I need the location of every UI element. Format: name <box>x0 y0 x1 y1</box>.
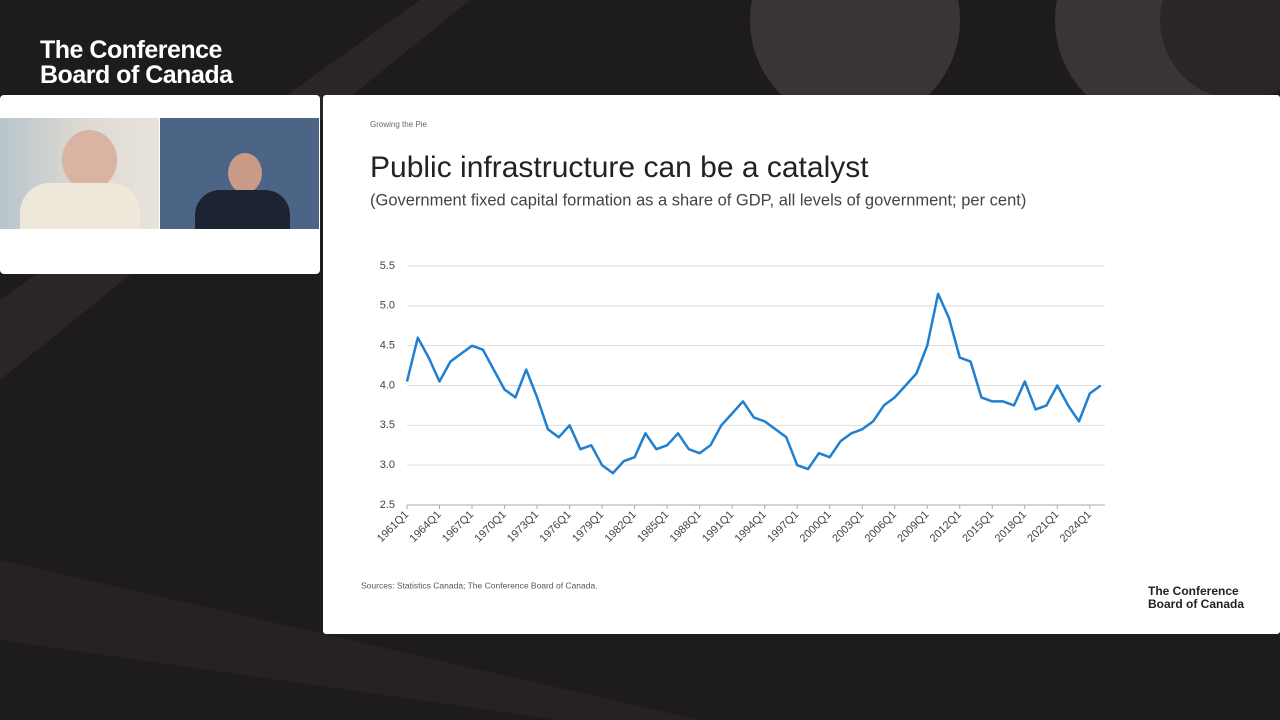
logo-line: The Conference <box>40 36 222 64</box>
x-tick-label: 1997Q1 <box>765 509 801 545</box>
x-tick-label: 2006Q1 <box>863 509 899 545</box>
kicker: Growing the Pie <box>370 120 427 129</box>
y-tick-label: 4.5 <box>380 340 395 352</box>
x-tick-label: 2003Q1 <box>830 509 866 545</box>
x-tick-label: 1970Q1 <box>473 509 509 545</box>
chart: Growing the Pie Public infrastructure ca… <box>361 120 1244 611</box>
x-tick-label: 1985Q1 <box>635 509 671 545</box>
y-tick-label: 4.0 <box>380 379 395 391</box>
slide: Growing the Pie Public infrastructure ca… <box>323 95 1280 634</box>
x-tick-label: 1967Q1 <box>440 509 476 545</box>
x-tick-label: 1961Q1 <box>375 509 411 545</box>
x-tick-label: 1994Q1 <box>733 509 769 545</box>
x-tick-label: 1973Q1 <box>505 509 541 545</box>
video-tile <box>0 118 159 229</box>
slide-logo: The Conference <box>1148 584 1239 598</box>
x-tick-label: 1988Q1 <box>668 509 704 545</box>
y-tick-label: 2.5 <box>380 499 395 511</box>
x-tick-label: 2009Q1 <box>895 509 931 545</box>
participant <box>195 190 290 229</box>
x-tick-label: 2021Q1 <box>1025 509 1061 545</box>
participant <box>62 130 117 190</box>
video-panel <box>0 95 320 274</box>
y-tick-label: 3.5 <box>380 419 395 431</box>
data-line <box>405 292 1102 475</box>
y-tick-label: 3.0 <box>380 459 395 471</box>
x-tick-label: 2000Q1 <box>798 509 834 545</box>
logo: The Conference Board of Canada <box>40 38 233 88</box>
slide-logo: Board of Canada <box>1148 597 1244 611</box>
x-tick-label: 2012Q1 <box>928 509 964 545</box>
x-tick-label: 2024Q1 <box>1058 509 1094 545</box>
x-tick-label: 2018Q1 <box>993 509 1029 545</box>
x-tick-label: 1979Q1 <box>570 509 606 545</box>
y-tick-label: 5.5 <box>380 260 395 272</box>
participant <box>20 183 140 229</box>
source: Sources: Statistics Canada; The Conferen… <box>361 580 598 590</box>
video-tile <box>160 118 319 229</box>
x-tick-label: 1976Q1 <box>538 509 574 545</box>
y-tick-label: 5.0 <box>380 300 395 312</box>
x-tick-label: 2015Q1 <box>960 509 996 545</box>
x-tick-label: 1991Q1 <box>700 509 736 545</box>
x-tick-label: 1982Q1 <box>603 509 639 545</box>
chart-subtitle: (Government fixed capital formation as a… <box>370 191 1026 209</box>
chart-title: Public infrastructure can be a catalyst <box>370 151 869 184</box>
x-tick-label: 1964Q1 <box>408 509 444 545</box>
participant <box>228 153 262 193</box>
logo-line: Board of Canada <box>40 61 233 89</box>
